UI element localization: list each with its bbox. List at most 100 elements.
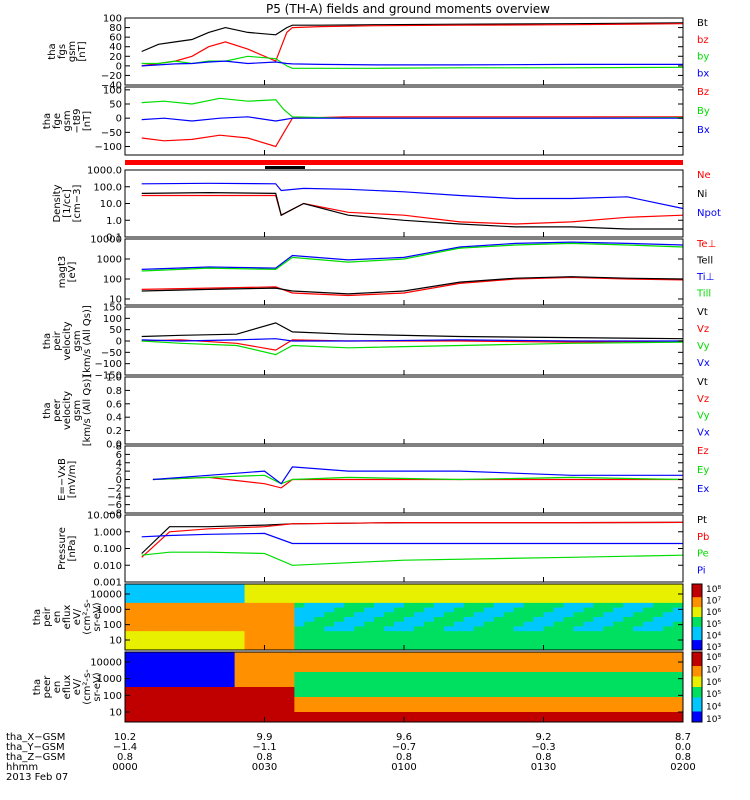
colorbar-step: [692, 643, 702, 648]
heatmap-cell: [334, 692, 345, 698]
heatmap-cell: [553, 707, 564, 713]
heatmap-cell: [673, 635, 684, 642]
heatmap-cell: [324, 707, 335, 713]
heatmap-cell: [264, 621, 275, 627]
heatmap-cell: [184, 697, 196, 703]
heatmap-cell: [433, 652, 445, 658]
heatmap-cell: [673, 584, 684, 590]
heatmap-cell: [244, 584, 256, 590]
heatmap-cell: [384, 602, 395, 609]
heatmap-cell: [184, 692, 196, 698]
heatmap-cell: [314, 640, 325, 646]
heatmap-cell: [244, 662, 256, 668]
y-tick-label: −100: [95, 142, 122, 153]
heatmap-cell: [533, 702, 544, 708]
heatmap-cell: [443, 687, 455, 693]
heatmap-cell: [483, 692, 495, 698]
heatmap-cell: [394, 692, 405, 698]
colorbar-step: [692, 687, 702, 691]
heatmap-cell: [184, 593, 196, 599]
heatmap-cell: [134, 682, 146, 688]
heatmap-cell: [334, 657, 345, 663]
heatmap-cell: [234, 657, 246, 663]
heatmap-cell: [274, 626, 285, 632]
heatmap-cell: [284, 612, 295, 618]
x-row-value: 0.8: [117, 752, 133, 763]
heatmap-cell: [214, 662, 226, 668]
heatmap-cell: [503, 631, 515, 637]
heatmap-cell: [463, 702, 475, 708]
heatmap-cell: [523, 607, 535, 613]
heatmap-cell: [623, 707, 634, 713]
heatmap-cell: [394, 584, 405, 590]
heatmap-cell: [214, 672, 226, 678]
heatmap-cell: [553, 667, 564, 673]
heatmap-cell: [463, 712, 475, 718]
heatmap-cell: [453, 607, 465, 613]
heatmap-cell: [423, 645, 435, 651]
heatmap-cell: [164, 607, 176, 613]
heatmap-cell: [364, 621, 375, 627]
heatmap-cell: [174, 640, 186, 646]
heatmap-cell: [453, 593, 465, 599]
y-axis-label: peer: [42, 675, 53, 699]
heatmap-cell: [553, 602, 564, 609]
heatmap-cell: [204, 692, 216, 698]
heatmap-cell: [274, 657, 285, 663]
heatmap-cell: [633, 657, 644, 663]
heatmap-cell: [194, 672, 206, 678]
heatmap-cell: [663, 652, 674, 658]
heatmap-cell: [294, 652, 305, 658]
panel-frame: [124, 238, 684, 306]
heatmap-cell: [374, 697, 385, 703]
heatmap-cell: [154, 588, 166, 594]
heatmap-cell: [234, 677, 246, 683]
heatmap-cell: [453, 598, 465, 604]
heatmap-cell: [354, 635, 365, 642]
heatmap-cell: [613, 682, 624, 688]
heatmap-cell: [344, 652, 355, 658]
heatmap-cell: [324, 692, 335, 698]
heatmap-cell: [593, 602, 604, 609]
heatmap-cell: [184, 584, 196, 590]
heatmap-cell: [643, 602, 654, 609]
heatmap-cell: [354, 702, 365, 708]
heatmap-cell: [533, 626, 544, 632]
heatmap-cell: [633, 672, 644, 678]
y-axis-label: sr-eV): [92, 602, 103, 631]
heatmap-cell: [613, 607, 624, 613]
heatmap-cell: [384, 588, 395, 594]
heatmap-cell: [513, 717, 525, 723]
heatmap-cell: [633, 682, 644, 688]
heatmap-cell: [294, 612, 305, 618]
heatmap-cell: [264, 712, 275, 718]
heatmap-cell: [543, 692, 554, 698]
heatmap-cell: [653, 593, 664, 599]
heatmap-cell: [174, 593, 186, 599]
heatmap-cell: [413, 598, 425, 604]
heatmap-cell: [553, 687, 564, 693]
heatmap-cell: [284, 652, 295, 658]
heatmap-cell: [493, 697, 505, 703]
heatmap-cell: [224, 707, 236, 713]
heatmap-cell: [404, 584, 415, 590]
heatmap-cell: [404, 657, 415, 663]
heatmap-cell: [423, 588, 435, 594]
heatmap-cell: [553, 584, 564, 590]
heatmap-cell: [374, 640, 385, 646]
heatmap-cell: [284, 672, 295, 678]
heatmap-cell: [234, 593, 246, 599]
heatmap-cell: [503, 667, 515, 673]
y-axis-label: gsm: [67, 41, 78, 62]
heatmap-cell: [144, 645, 156, 651]
heatmap-cell: [384, 607, 395, 613]
heatmap-cell: [274, 645, 285, 651]
heatmap-cell: [543, 593, 554, 599]
heatmap-cell: [314, 607, 325, 613]
colorbar-step: [692, 697, 702, 702]
heatmap-cell: [623, 588, 634, 594]
legend-Ex: Ex: [697, 484, 709, 495]
legend-Bx: Bx: [697, 125, 710, 136]
heatmap-cell: [244, 640, 256, 646]
